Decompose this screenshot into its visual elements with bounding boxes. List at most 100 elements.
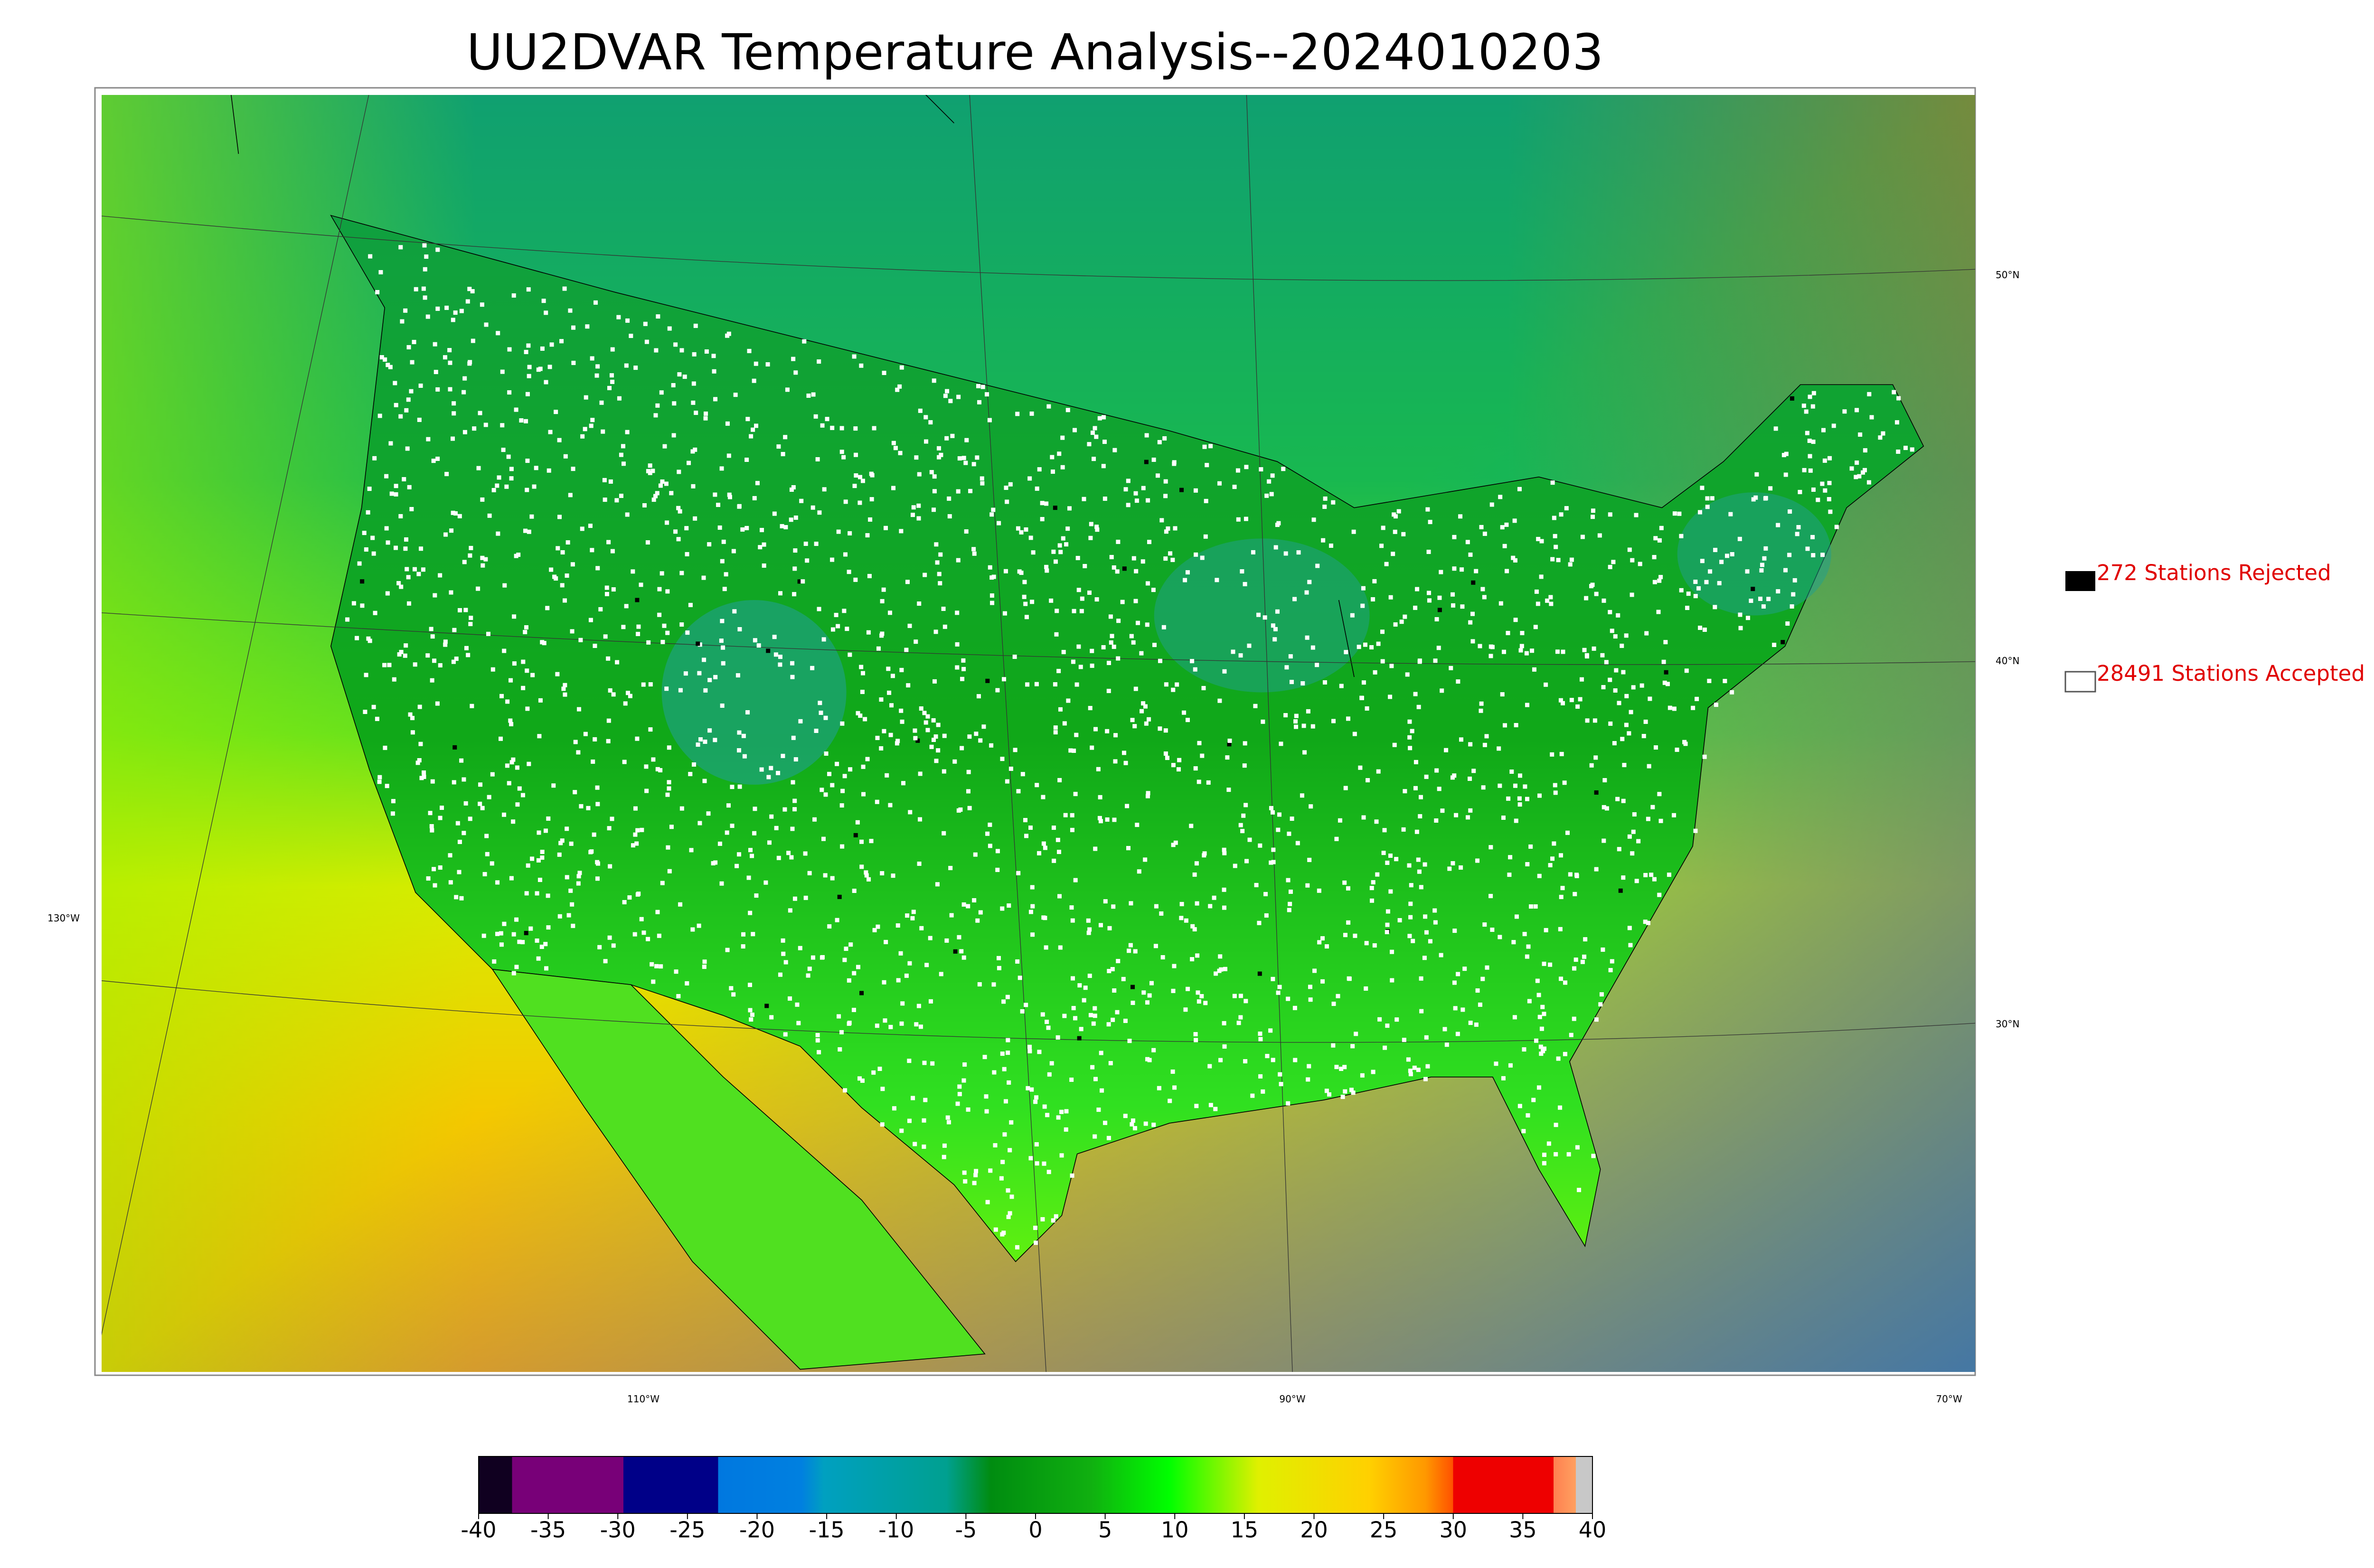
- accepted-station: [1105, 729, 1110, 733]
- accepted-station: [807, 967, 812, 971]
- accepted-station: [1222, 905, 1226, 910]
- accepted-station: [1145, 622, 1149, 627]
- accepted-station: [1041, 795, 1046, 799]
- accepted-station: [899, 667, 904, 672]
- accepted-station: [781, 951, 786, 956]
- accepted-station: [918, 771, 923, 776]
- accepted-station: [1468, 808, 1473, 813]
- accepted-station: [610, 347, 615, 352]
- accepted-station: [679, 348, 684, 353]
- accepted-station: [1035, 1161, 1039, 1166]
- accepted-station: [913, 736, 918, 741]
- accepted-station: [1123, 761, 1128, 765]
- accepted-station: [1261, 719, 1265, 724]
- accepted-station: [639, 582, 643, 587]
- accepted-station: [1385, 860, 1390, 865]
- accepted-station: [1040, 517, 1045, 522]
- accepted-station: [429, 627, 433, 631]
- accepted-station: [1555, 649, 1560, 654]
- accepted-station: [1185, 570, 1190, 575]
- accepted-station: [394, 484, 398, 488]
- accepted-station: [762, 542, 766, 547]
- accepted-station: [944, 436, 949, 441]
- accepted-station: [1158, 726, 1162, 731]
- accepted-station: [1802, 468, 1807, 472]
- accepted-station: [917, 472, 922, 477]
- accepted-station: [1548, 595, 1553, 600]
- accepted-station: [1616, 613, 1620, 618]
- accepted-station: [1300, 793, 1304, 798]
- accepted-station: [1548, 863, 1553, 867]
- accepted-station: [1090, 431, 1095, 435]
- accepted-station: [1527, 999, 1532, 1004]
- accepted-station: [557, 438, 562, 442]
- accepted-station: [868, 517, 873, 522]
- accepted-station: [1517, 796, 1522, 801]
- accepted-station: [1307, 857, 1312, 862]
- accepted-station: [1505, 569, 1509, 573]
- accepted-station: [725, 948, 730, 952]
- accepted-station: [1613, 634, 1618, 639]
- accepted-station: [923, 573, 927, 577]
- accepted-station: [616, 315, 621, 319]
- accepted-station: [1006, 1038, 1010, 1042]
- accepted-station: [898, 951, 903, 956]
- accepted-station: [628, 694, 632, 698]
- accepted-station: [834, 612, 838, 617]
- accepted-station: [936, 748, 941, 753]
- accepted-station: [562, 598, 567, 603]
- accepted-station: [435, 456, 440, 461]
- rejected-station: [1053, 506, 1057, 510]
- rejected-station: [1751, 587, 1755, 592]
- accepted-station: [1686, 592, 1691, 596]
- accepted-station: [1723, 679, 1727, 684]
- accepted-station: [1222, 847, 1226, 852]
- accepted-station: [880, 1122, 885, 1127]
- accepted-station: [773, 652, 778, 657]
- accepted-station: [665, 520, 669, 525]
- accepted-station: [856, 711, 860, 715]
- accepted-station: [697, 923, 701, 928]
- accepted-station: [1000, 1160, 1005, 1164]
- accepted-station: [386, 363, 390, 367]
- accepted-station: [1497, 746, 1501, 751]
- accepted-station: [363, 710, 367, 714]
- accepted-station: [626, 691, 631, 695]
- accepted-station: [1184, 918, 1188, 923]
- accepted-station: [496, 531, 500, 536]
- accepted-station: [385, 784, 389, 789]
- accepted-station: [419, 546, 424, 551]
- accepted-station: [1004, 486, 1008, 490]
- accepted-station: [1126, 846, 1131, 851]
- accepted-station: [703, 688, 708, 693]
- accepted-station: [1236, 517, 1241, 522]
- accepted-station: [443, 355, 447, 360]
- accepted-station: [1704, 580, 1709, 584]
- accepted-station: [1322, 505, 1327, 509]
- accepted-station: [1624, 723, 1629, 727]
- accepted-station: [904, 648, 909, 652]
- accepted-station: [840, 721, 845, 726]
- accepted-station: [1195, 953, 1200, 958]
- accepted-station: [1810, 535, 1815, 539]
- accepted-station: [1346, 716, 1351, 721]
- accepted-station: [1631, 685, 1636, 690]
- accepted-station: [1525, 862, 1530, 866]
- accepted-station: [936, 723, 941, 727]
- accepted-station: [980, 385, 985, 389]
- accepted-station: [435, 701, 440, 706]
- accepted-station: [835, 761, 839, 766]
- accepted-station: [636, 631, 641, 636]
- accepted-station: [955, 610, 960, 615]
- accepted-station: [571, 360, 576, 365]
- accepted-station: [1243, 582, 1247, 586]
- accepted-station: [1193, 667, 1197, 672]
- accepted-station: [1559, 751, 1564, 756]
- accepted-station: [1054, 1214, 1058, 1219]
- accepted-station: [1307, 1064, 1311, 1069]
- accepted-station: [465, 299, 470, 304]
- rejected-station: [766, 648, 771, 653]
- accepted-station: [1592, 646, 1596, 651]
- accepted-station: [1258, 843, 1262, 848]
- accepted-station: [563, 454, 568, 459]
